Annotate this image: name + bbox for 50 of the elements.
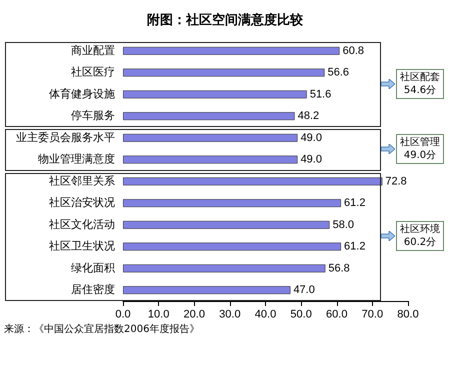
x-tick-label: 40.0 (254, 308, 276, 320)
x-tick-label: 60.0 (326, 308, 348, 320)
data-label: 49.0 (300, 132, 322, 144)
bar (123, 156, 298, 164)
bar (123, 134, 298, 142)
annotation: 社区配套 54.6分 (396, 68, 444, 98)
y-tick-label: 绿化面积 (71, 262, 115, 274)
data-label: 56.6 (328, 66, 350, 79)
y-tick-label: 社区医疗 (71, 66, 115, 79)
data-label: 58.0 (332, 218, 354, 231)
bar (123, 90, 307, 98)
bar (123, 46, 340, 55)
source-note: 来源：《中国公众宜居指数2006年度报告》 (4, 322, 200, 336)
annotation: 社区环境 60.2分 (396, 220, 444, 251)
data-label: 48.2 (298, 110, 320, 122)
x-tick-label: 30.0 (219, 308, 241, 320)
bar (123, 68, 325, 77)
x-tick-label: 10.0 (148, 308, 170, 320)
data-label: 61.2 (344, 240, 366, 253)
data-label: 49.0 (300, 154, 322, 166)
bar (123, 112, 295, 120)
y-tick-label: 居住密度 (71, 283, 115, 296)
data-label: 51.6 (310, 88, 332, 100)
y-tick-label: 社区卫生状况 (49, 240, 115, 253)
x-tick-label: 20.0 (184, 308, 205, 320)
x-tick-label: 70.0 (362, 308, 384, 320)
bar (123, 242, 342, 251)
y-tick-label: 社区邻里关系 (49, 174, 115, 188)
y-tick-label: 商业配置 (71, 44, 115, 57)
bar (123, 220, 330, 229)
y-tick-label: 物业管理满意度 (38, 152, 115, 166)
x-tick-label: 0.0 (115, 308, 131, 320)
y-tick-label: 社区文化活动 (49, 218, 115, 231)
bar (123, 264, 326, 272)
data-label: 60.8 (342, 44, 364, 57)
bar (123, 286, 290, 294)
y-tick-label: 停车服务 (71, 109, 115, 122)
data-label: 47.0 (293, 284, 315, 296)
chart-title: 附图：社区空间满意度比较 (147, 12, 304, 27)
data-label: 72.8 (385, 175, 407, 188)
data-label: 56.8 (328, 262, 350, 274)
y-tick-label: 社区治安状况 (49, 196, 115, 210)
data-label: 61.2 (344, 197, 366, 210)
annotation: 社区管理 49.0分 (396, 134, 444, 164)
bar (123, 177, 382, 186)
x-tick-label: 50.0 (290, 308, 312, 320)
bar (123, 199, 342, 208)
x-tick-label: 80.0 (397, 308, 419, 320)
y-tick-label: 体育健身设施 (49, 87, 115, 100)
y-tick-label: 业主委员会服务水平 (16, 130, 115, 144)
